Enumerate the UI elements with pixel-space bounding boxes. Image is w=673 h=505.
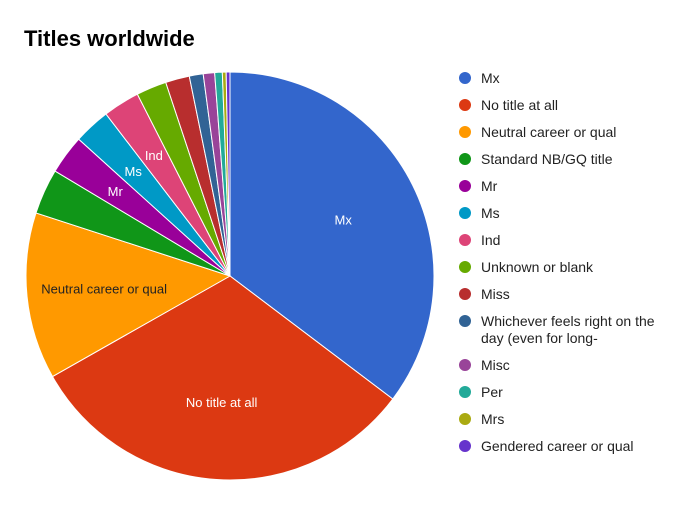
legend-swatch [459, 359, 471, 371]
legend-item-2: Neutral career or qual [459, 124, 659, 151]
pie-slice-0 [229, 71, 435, 400]
legend-label: Neutral career or qual [481, 124, 617, 140]
legend-label: Per [481, 384, 503, 400]
legend-item-4: Mr [459, 178, 659, 205]
legend-swatch [459, 288, 471, 300]
legend-label: Ms [481, 205, 500, 221]
legend-label: No title at all [481, 97, 559, 113]
slice-label-2: Neutral career or qual [41, 282, 167, 297]
legend-swatch [459, 234, 471, 246]
legend-swatch [459, 99, 471, 111]
legend-label: Standard NB/GQ title [481, 151, 613, 167]
slice-label-6: Ind [145, 148, 163, 163]
legend-swatch [459, 153, 471, 165]
legend-swatch [459, 72, 471, 84]
pie-slice-1 [51, 275, 394, 481]
legend-label: Ind [481, 232, 501, 248]
legend-item-8: Miss [459, 286, 659, 313]
legend-item-12: Mrs [459, 411, 659, 438]
legend-swatch [459, 386, 471, 398]
legend-swatch [459, 126, 471, 138]
legend-item-9: Whichever feels right on the day (even f… [459, 313, 659, 357]
legend-label: Whichever feels right on the day (even f… [481, 313, 655, 346]
legend-label: Unknown or blank [481, 259, 594, 275]
legend-swatch [459, 207, 471, 219]
legend-label: Misc [481, 357, 510, 373]
legend-swatch [459, 180, 471, 192]
pie-slice-2 [25, 212, 232, 378]
legend-item-7: Unknown or blank [459, 259, 659, 286]
legend-item-6: Ind [459, 232, 659, 259]
slice-label-5: Ms [125, 164, 143, 179]
slice-label-0: Mx [335, 213, 353, 228]
legend: Mx No title at all Neutral career or qual S… [459, 70, 659, 465]
legend-item-10: Misc [459, 357, 659, 384]
legend-label: Mr [481, 178, 498, 194]
slice-label-1: No title at all [186, 395, 258, 410]
legend-label: Mrs [481, 411, 505, 427]
legend-label: Gendered career or qual [481, 438, 634, 454]
legend-item-1: No title at all [459, 97, 659, 124]
legend-label: Miss [481, 286, 510, 302]
legend-item-0: Mx [459, 70, 659, 97]
chart-title: Titles worldwide [24, 26, 195, 51]
legend-swatch [459, 261, 471, 273]
slice-label-4: Mr [108, 184, 124, 199]
legend-item-11: Per [459, 384, 659, 411]
legend-label: Mx [481, 70, 500, 86]
legend-swatch [459, 413, 471, 425]
legend-item-13: Gendered career or qual [459, 438, 659, 465]
legend-swatch [459, 440, 471, 452]
pie-slice-13 [225, 71, 231, 277]
legend-swatch [459, 315, 471, 327]
legend-item-5: Ms [459, 205, 659, 232]
legend-item-3: Standard NB/GQ title [459, 151, 659, 178]
